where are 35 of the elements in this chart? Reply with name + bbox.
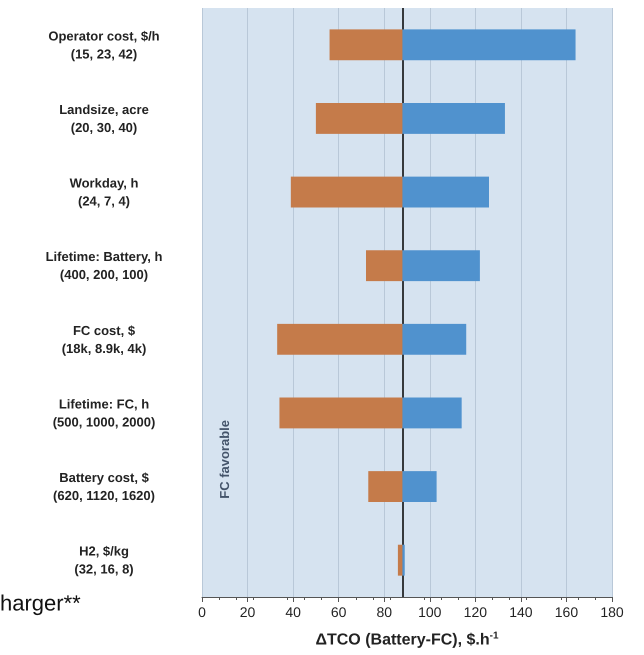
bar [402,250,480,282]
x-tick-label: 180 [600,604,624,620]
bar [366,250,402,282]
bar [279,397,402,428]
bar [368,471,402,502]
bar [330,29,402,60]
x-tick-label: 40 [285,604,302,620]
bar [402,176,489,208]
y-tick-label: Lifetime: Battery, h (400, 200, 100) [46,249,162,282]
bar [316,102,402,134]
bar [402,324,466,355]
bar [277,324,402,355]
bar [402,471,437,502]
y-tick-label: Battery cost, $ (620, 1120, 1620) [53,470,155,504]
bar [402,102,505,134]
x-tick-label: 20 [240,604,256,620]
annotation: FC favorable [217,420,232,499]
y-tick-label: FC cost, $ (18k, 8.9k, 4k) [62,322,146,356]
text: harger** [0,590,82,616]
x-tick-label: 60 [330,604,347,620]
x-tick-label: 160 [554,604,578,620]
y-tick-label: Workday, h (24, 7, 4) [70,176,138,209]
y-tick-label: Lifetime: FC, h (500, 1000, 2000) [52,396,156,430]
x-tick-label: 0 [198,604,206,620]
y-tick-label: Operator cost, $/h (15, 23, 42) [48,28,160,62]
x-tick-label: 100 [418,604,442,620]
bar [402,397,462,428]
bar [398,544,402,576]
x-tick-label: 80 [376,604,392,620]
bar [290,176,402,208]
y-tick-label: Landsize, acre (20, 30, 40) [59,102,149,135]
x-tick-label: 120 [464,604,488,620]
x-tick-label: 140 [509,604,533,620]
y-tick-label: H2, $/kg (32, 16, 8) [74,544,134,577]
bar [402,29,576,60]
